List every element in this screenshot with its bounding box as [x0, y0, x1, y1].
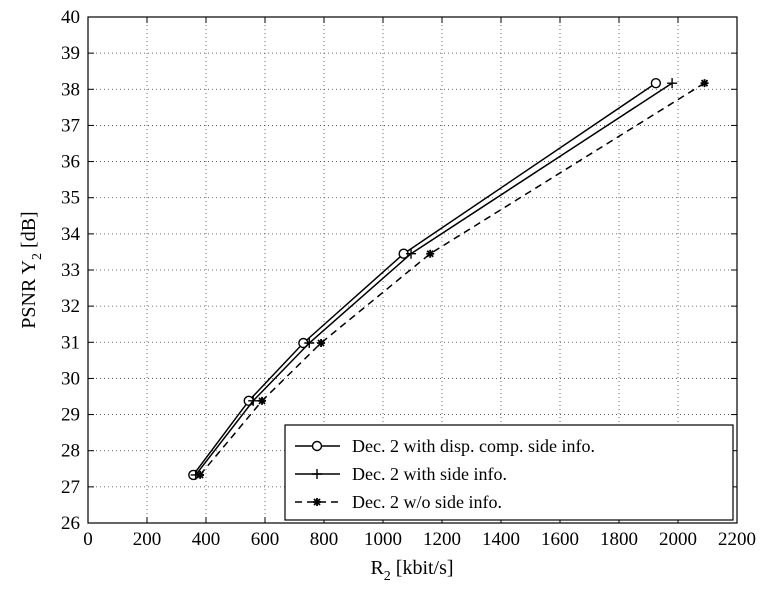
- x-tick-label: 1400: [482, 529, 520, 550]
- x-tick-label: 600: [251, 529, 280, 550]
- series-line: [192, 82, 657, 476]
- x-tick-label: 400: [192, 529, 221, 550]
- y-tick-label: 36: [61, 152, 80, 173]
- series-2: [190, 78, 678, 480]
- x-axis-label: R2 [kbit/s]: [370, 557, 453, 584]
- y-tick-label: 37: [61, 115, 80, 136]
- y-tick-label: 40: [61, 7, 80, 28]
- y-tick-label: 30: [61, 368, 80, 389]
- y-tick-label: 31: [61, 332, 80, 353]
- legend-label: Dec. 2 with disp. comp. side info.: [352, 436, 595, 456]
- x-tick-label: 800: [310, 529, 339, 550]
- legend-entry: Dec. 2 w/o side info.: [295, 492, 502, 512]
- data-point-plus: [406, 248, 417, 259]
- y-tick-label: 39: [61, 43, 80, 64]
- data-point-star: [258, 396, 267, 405]
- series-3: [196, 79, 709, 479]
- y-tick-label: 26: [61, 513, 80, 534]
- y-tick-label: 33: [61, 260, 80, 281]
- y-tick-label: 35: [61, 188, 80, 209]
- legend-marker: [312, 469, 322, 479]
- legend-label: Dec. 2 w/o side info.: [352, 492, 502, 512]
- series-lines: [188, 77, 709, 481]
- x-tick-label: 2000: [659, 529, 697, 550]
- y-axis-label: PSNR Y2 [dB]: [18, 211, 45, 328]
- x-tick-label: 1200: [423, 529, 461, 550]
- x-tick-label: 2200: [718, 529, 756, 550]
- x-tick-label: 200: [133, 529, 162, 550]
- y-tick-label: 34: [61, 224, 81, 245]
- x-tick-label: 0: [83, 529, 93, 550]
- legend-box: [284, 424, 734, 521]
- series-1: [188, 77, 662, 481]
- data-point-plus: [304, 338, 315, 349]
- axis-ticks: 0 200 400 600 800 1000 1200 1400 1600 1800 2000 220…: [61, 7, 756, 550]
- y-tick-label: 38: [61, 79, 80, 100]
- grid: [88, 17, 737, 523]
- data-point-star: [426, 249, 435, 258]
- series-line: [195, 82, 673, 476]
- y-tick-label: 32: [61, 296, 80, 317]
- legend-entry: Dec. 2 with disp. comp. side info.: [295, 436, 595, 456]
- y-tick-label: 29: [61, 405, 80, 426]
- legend-marker: [313, 498, 321, 506]
- data-point-star: [196, 470, 205, 479]
- data-point-star: [317, 339, 326, 348]
- legend: Dec. 2 with disp. comp. side info. Dec. 2…: [284, 424, 734, 521]
- series-line: [199, 82, 705, 476]
- data-point-star: [700, 79, 709, 88]
- x-tick-label: 1800: [600, 529, 638, 550]
- legend-label: Dec. 2 with side info.: [352, 464, 507, 484]
- y-tick-label: 28: [61, 441, 80, 462]
- legend-marker: [311, 440, 323, 452]
- data-point-plus: [667, 78, 678, 89]
- data-point-plus: [248, 395, 259, 406]
- y-tick-label: 27: [61, 477, 80, 498]
- x-tick-label: 1000: [364, 529, 402, 550]
- data-point-circle: [650, 77, 662, 89]
- legend-entry: Dec. 2 with side info.: [295, 464, 507, 484]
- x-tick-label: 1600: [541, 529, 579, 550]
